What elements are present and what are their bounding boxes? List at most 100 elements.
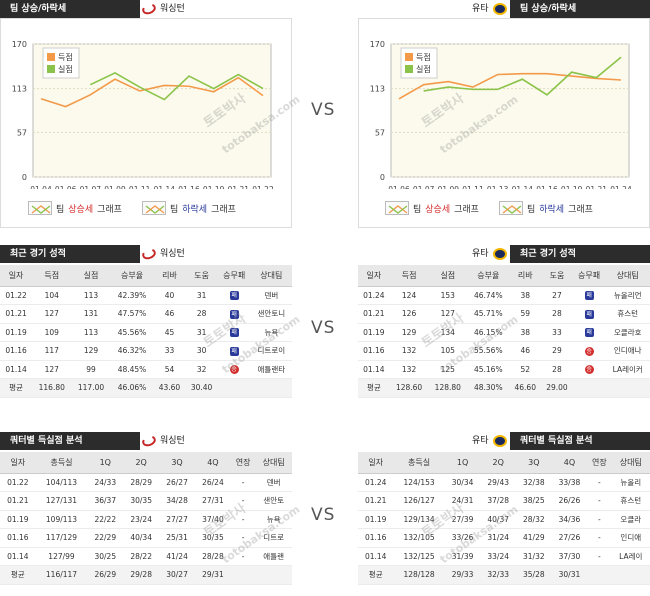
legend-swatch xyxy=(405,53,413,61)
table-cell: 41/29 xyxy=(516,528,552,548)
column-header: 3Q xyxy=(159,452,195,474)
table-cell: 30.40 xyxy=(185,378,218,398)
table-cell: 27/31 xyxy=(194,491,231,511)
column-header: 연장 xyxy=(587,452,612,474)
table-cell: 29/28 xyxy=(123,565,160,585)
table-cell: 01.14 xyxy=(358,547,394,566)
table-cell: 27/27 xyxy=(159,510,195,529)
y-tick-label: 57 xyxy=(375,128,385,137)
average-row: 평균 116.80 117.00 46.06% 43.60 30.40 xyxy=(0,378,292,398)
table-cell: 22/29 xyxy=(87,528,124,548)
table-cell: 109/113 xyxy=(35,510,88,529)
table-cell: 41/24 xyxy=(159,547,195,566)
legend-label: 실점 xyxy=(416,64,431,74)
average-row: 평균 128/128 29/33 32/33 35/28 30/31 xyxy=(358,565,650,585)
table-cell: 34/28 xyxy=(159,491,195,511)
table-cell: 01.19 xyxy=(358,510,394,529)
table-cell: 28 xyxy=(185,304,218,324)
table-header-row: 일자 총득실 1Q 2Q 3Q 4Q 연장 상대팀 xyxy=(358,452,650,474)
x-tick-label: 01.19 xyxy=(203,185,225,189)
table-cell: 128.60 xyxy=(389,378,429,398)
table-cell: 134 xyxy=(428,323,468,342)
table-cell: 124/153 xyxy=(393,473,445,492)
table-cell: 샌안토니 xyxy=(250,304,292,324)
table-cell: - xyxy=(587,510,612,529)
table-cell: 01.22 xyxy=(0,286,33,305)
table-cell: 31 xyxy=(185,323,218,342)
trend-chart-left: 05711317001.0401.0601.0701.0901.1101.140… xyxy=(12,40,274,189)
table-header-row: 일자 총득실 1Q 2Q 3Q 4Q 연장 상대팀 xyxy=(0,452,292,474)
table-row: 01.14 132/125 31/39 33/24 31/32 37/30- LA레이 xyxy=(358,547,650,566)
table-cell: 30/35 xyxy=(123,491,160,511)
table-cell: 01.16 xyxy=(358,528,394,548)
recent-title-right: 최근 경기 성적 xyxy=(510,245,650,263)
legend-fall-word: 하락세 xyxy=(539,204,565,215)
table-cell: 29/33 xyxy=(444,565,481,585)
win-badge: 승 xyxy=(229,365,239,375)
table-cell: - xyxy=(230,547,256,566)
table-cell: 28/32 xyxy=(516,510,552,529)
legend-suffix: 그래프 xyxy=(211,204,236,215)
x-tick-label: 01.16 xyxy=(536,185,558,189)
legend-prefix: 팀 xyxy=(413,204,422,215)
table-cell xyxy=(611,565,650,585)
legend-prefix: 팀 xyxy=(56,204,65,215)
legend-fall-word: 하락세 xyxy=(182,204,208,215)
table-cell: 26/24 xyxy=(194,473,231,492)
x-tick-label: 01.19 xyxy=(561,185,583,189)
recent-table-panel-right: 일자 득점 실점 승부율 리바 도움 승무패 상대팀 01.24 124 153 46.74% 38 27… xyxy=(358,265,650,409)
table-cell: 애틀랜 xyxy=(255,547,292,566)
vs-label-3: VS xyxy=(311,505,336,525)
table-cell: 30/25 xyxy=(87,547,124,566)
table-cell: 40/34 xyxy=(123,528,160,548)
x-tick-label: 01.04 xyxy=(30,185,52,189)
table-cell: 애틀랜타 xyxy=(250,360,292,379)
x-tick-label: 01.09 xyxy=(104,185,126,189)
table-row: 01.22 104 113 42.39% 40 31 패 덴버 xyxy=(0,286,292,305)
table-cell: 48.45% xyxy=(110,360,154,379)
table-cell: 26/26 xyxy=(551,491,588,511)
legend-rise: 팀 상승세 그래프 xyxy=(28,201,122,215)
table-cell: 33/26 xyxy=(444,528,481,548)
table-cell: 128/128 xyxy=(393,565,445,585)
table-cell: 40 xyxy=(153,286,186,305)
table-cell: 127 xyxy=(32,304,72,324)
legend-suffix: 그래프 xyxy=(97,204,122,215)
table-cell: 뉴올리 xyxy=(611,473,650,492)
column-header: 일자 xyxy=(358,265,390,287)
quarter-table-panel-right: 일자 총득실 1Q 2Q 3Q 4Q 연장 상대팀 01.24 124/153 30/34 29/43… xyxy=(358,452,650,596)
column-header: 실점 xyxy=(71,265,111,287)
table-row: 01.19 129 134 46.15% 38 33 패 오클라호 xyxy=(358,323,650,342)
table-cell: 104/113 xyxy=(35,473,88,492)
legend-rise: 팀 상승세 그래프 xyxy=(385,201,479,215)
team-label-left-1: 워싱턴 xyxy=(140,0,185,18)
table-cell: 패 xyxy=(217,323,251,342)
win-badge: 승 xyxy=(584,346,594,356)
table-cell: 01.22 xyxy=(0,473,36,492)
table-cell: 31/24 xyxy=(480,528,517,548)
table-cell: - xyxy=(587,473,612,492)
table-cell: 132/125 xyxy=(393,547,445,566)
table-cell xyxy=(250,378,292,398)
table-row: 01.16 117 129 46.32% 33 30 패 디트로이 xyxy=(0,341,292,361)
column-header: 일자 xyxy=(358,452,394,474)
trend-chart-panel-right: 05711317001.0601.0701.0901.1101.1301.140… xyxy=(358,18,650,228)
x-tick-label: 01.14 xyxy=(154,185,176,189)
table-cell: 30/31 xyxy=(551,565,588,585)
table-cell: 153 xyxy=(428,286,468,305)
column-header: 리바 xyxy=(153,265,186,287)
table-row: 01.24 124/153 30/34 29/43 32/38 33/38- 뉴올리 xyxy=(358,473,650,492)
column-header: 득점 xyxy=(389,265,429,287)
trend-title-left: 팀 상승/하락세 xyxy=(0,0,140,18)
jazz-logo-icon xyxy=(492,3,507,15)
table-cell: 28/29 xyxy=(123,473,160,492)
legend-rise-word: 상승세 xyxy=(425,204,451,215)
table-row: 01.21 127/131 36/37 30/35 34/28 27/31- 샌안토 xyxy=(0,491,292,511)
column-header: 상대팀 xyxy=(255,452,292,474)
table-cell: 29/43 xyxy=(480,473,517,492)
table-cell: 28/22 xyxy=(123,547,160,566)
x-tick-label: 01.07 xyxy=(80,185,102,189)
table-header-row: 일자 득점 실점 승부율 리바 도움 승무패 상대팀 xyxy=(0,265,292,287)
table-cell: 37/40 xyxy=(194,510,231,529)
table-cell: 33 xyxy=(541,323,573,342)
